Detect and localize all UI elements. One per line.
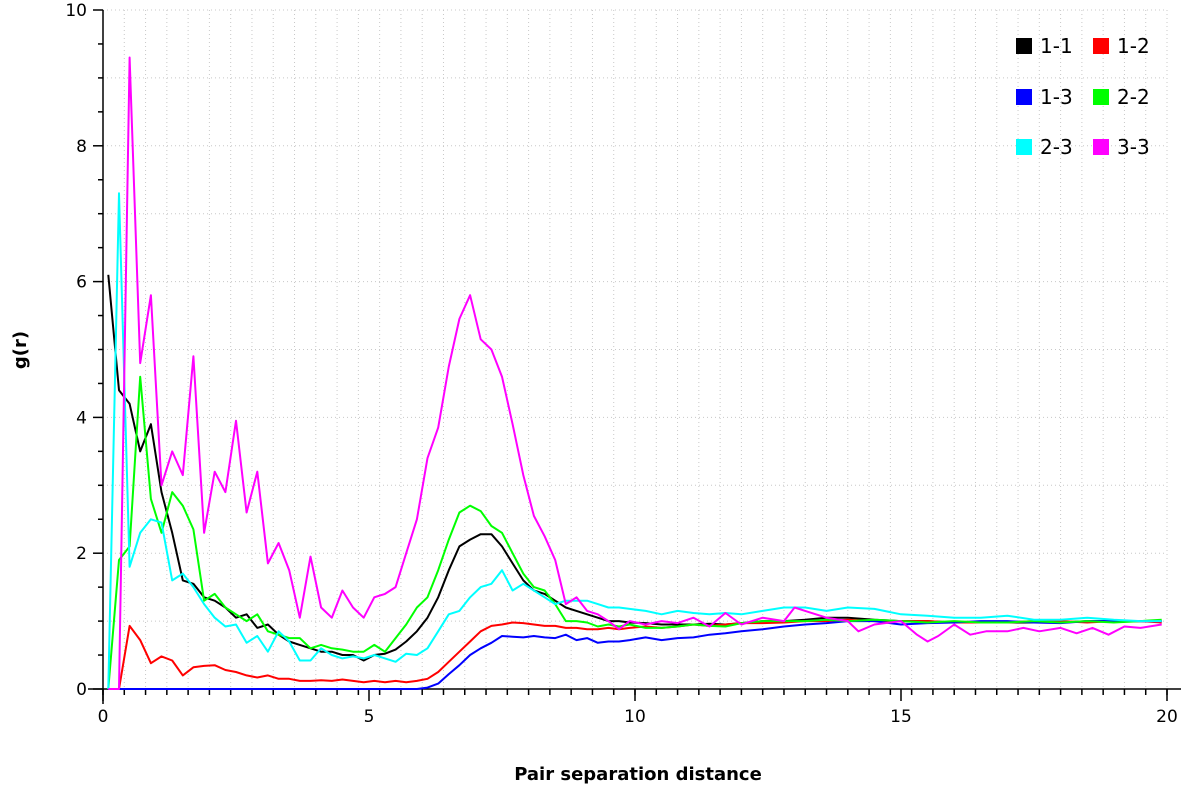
x-tick-label: 15 bbox=[890, 707, 912, 727]
series-line-1-1 bbox=[107, 274, 1162, 662]
y-tick-label: 10 bbox=[65, 1, 87, 21]
series-line-3-3 bbox=[108, 56, 1162, 690]
legend-label-1-1: 1-1 bbox=[1040, 34, 1073, 58]
series-line-1-3 bbox=[108, 620, 1162, 690]
legend-swatch-2-2 bbox=[1093, 89, 1109, 105]
legend-label-3-3: 3-3 bbox=[1117, 135, 1150, 159]
series-lines bbox=[107, 56, 1162, 690]
y-tick-label: 6 bbox=[76, 273, 87, 293]
x-axis-title: Pair separation distance bbox=[514, 764, 762, 785]
x-tick-label: 0 bbox=[98, 707, 109, 727]
x-tick-label: 20 bbox=[1156, 707, 1178, 727]
y-axis-title: g(r) bbox=[10, 331, 31, 369]
legend-label-1-2: 1-2 bbox=[1117, 34, 1150, 58]
legend-swatch-2-3 bbox=[1016, 139, 1032, 155]
legend-label-2-3: 2-3 bbox=[1040, 135, 1073, 159]
y-tick-label: 4 bbox=[76, 408, 87, 428]
legend-swatch-3-3 bbox=[1093, 139, 1109, 155]
y-tick-label: 2 bbox=[76, 544, 87, 564]
legend-swatch-1-3 bbox=[1016, 89, 1032, 105]
legend-swatch-1-1 bbox=[1016, 38, 1032, 54]
x-tick-label: 10 bbox=[624, 707, 646, 727]
ticks: 0 2 4 6 8 10 0 5 10 15 20 bbox=[65, 1, 1177, 727]
series-line-2-3 bbox=[107, 192, 1162, 690]
x-tick-label: 5 bbox=[364, 707, 375, 727]
legend-swatch-1-2 bbox=[1093, 38, 1109, 54]
legend-label-2-2: 2-2 bbox=[1117, 85, 1150, 109]
y-tick-label: 0 bbox=[76, 680, 87, 700]
legend-label-1-3: 1-3 bbox=[1040, 85, 1073, 109]
y-tick-label: 8 bbox=[76, 137, 87, 157]
grid bbox=[103, 9, 1168, 689]
legend: 1-1 1-2 1-3 2-2 2-3 3-3 bbox=[1016, 34, 1150, 159]
